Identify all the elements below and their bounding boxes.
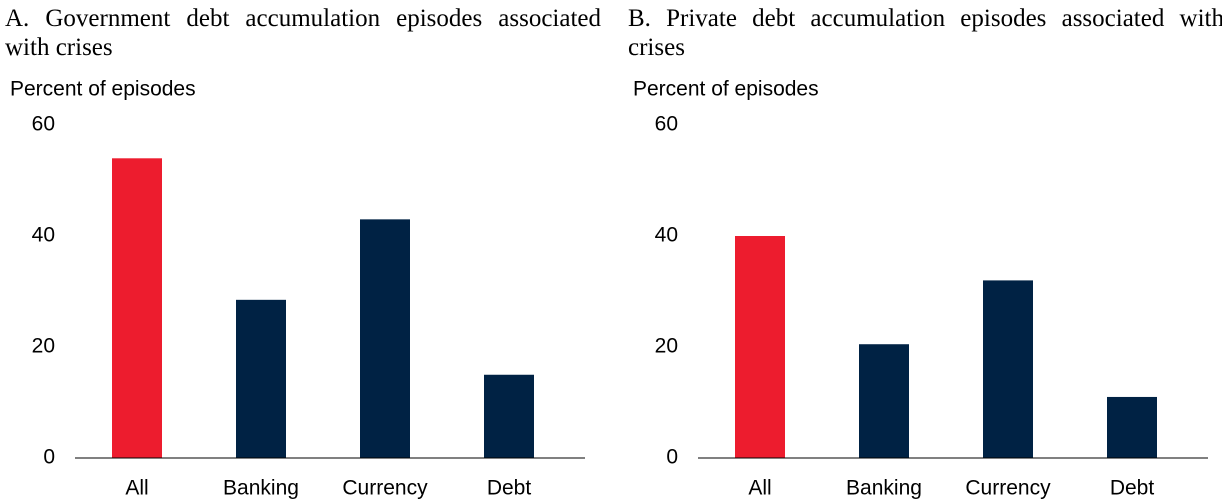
bar (484, 374, 534, 458)
x-tick-label: All (748, 477, 771, 500)
x-tick-label: Debt (487, 477, 532, 500)
chart: Percent of episodes 0 20 40 60 All Banking Curr… (633, 78, 1208, 500)
x-tick-label: Currency (342, 477, 428, 500)
bar (859, 344, 909, 458)
chart: Percent of episodes 0 20 40 60 All Banking Curr… (10, 78, 585, 500)
y-tick-label: 20 (32, 335, 55, 358)
bar (236, 299, 286, 458)
y-axis-label: Percent of episodes (10, 78, 196, 101)
panel-b: B. Private debt accumulation episodes as… (623, 0, 1222, 502)
y-tick-label: 20 (655, 335, 678, 358)
panel-a: A. Government debt accumulation episodes… (5, 5, 601, 500)
bar (360, 219, 410, 458)
x-tick-label: Debt (1110, 477, 1155, 500)
y-axis-label: Percent of episodes (633, 78, 819, 101)
y-tick-label: 60 (32, 113, 55, 136)
y-tick-label: 0 (43, 446, 55, 469)
y-tick-label: 0 (666, 446, 678, 469)
x-tick-label: Currency (965, 477, 1051, 500)
bar (735, 236, 785, 458)
x-tick-label: All (125, 477, 148, 500)
chart-title: A. Government debt accumulation episodes… (5, 5, 601, 61)
y-tick-label: 40 (655, 224, 678, 247)
y-tick-label: 60 (655, 113, 678, 136)
chart-title: B. Private debt accumulation episodes as… (628, 5, 1222, 61)
bar (983, 280, 1033, 458)
bar (112, 158, 162, 459)
x-tick-label: Banking (846, 477, 922, 500)
bar (1107, 396, 1157, 458)
y-tick-label: 40 (32, 224, 55, 247)
x-tick-label: Banking (223, 477, 299, 500)
